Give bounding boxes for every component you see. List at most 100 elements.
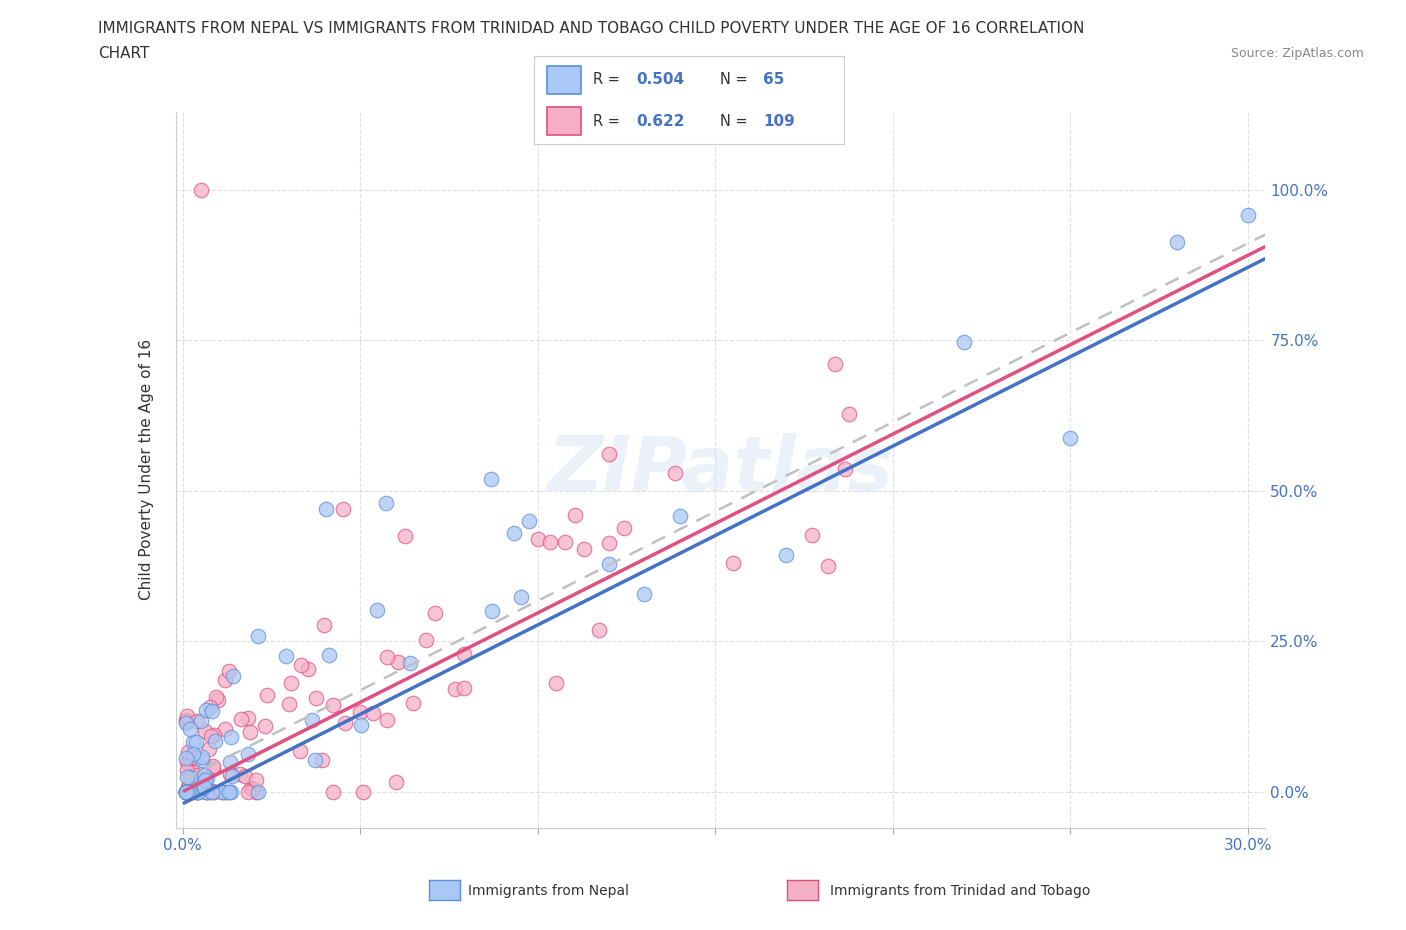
Text: 0.504: 0.504 — [637, 73, 685, 87]
Point — [311, 752, 333, 767]
Text: N =: N = — [720, 73, 752, 87]
Point — [188, 782, 211, 797]
Point — [952, 334, 974, 349]
Point — [801, 527, 824, 542]
Point — [202, 761, 225, 776]
Point — [200, 699, 222, 714]
Point — [375, 712, 398, 727]
Point — [288, 744, 311, 759]
Point — [176, 713, 198, 728]
FancyBboxPatch shape — [547, 65, 581, 94]
Point — [193, 768, 215, 783]
Point — [318, 647, 340, 662]
Point — [186, 713, 208, 728]
Point — [214, 722, 236, 737]
Point — [352, 784, 374, 799]
Point — [202, 784, 225, 799]
Point — [191, 750, 214, 764]
Point — [176, 784, 198, 799]
Point — [423, 605, 446, 620]
Point — [453, 680, 475, 695]
Point — [176, 784, 198, 799]
Point — [236, 747, 259, 762]
Point — [179, 784, 201, 799]
Point — [218, 784, 240, 799]
Point — [544, 676, 567, 691]
Point — [598, 536, 620, 551]
Point — [176, 754, 198, 769]
Point — [588, 622, 610, 637]
Point — [190, 713, 212, 728]
Point — [176, 770, 198, 785]
Point — [179, 769, 201, 784]
Point — [176, 784, 198, 799]
Point — [256, 688, 278, 703]
Point — [280, 676, 302, 691]
Point — [240, 780, 263, 795]
Point — [219, 730, 242, 745]
Point — [193, 779, 215, 794]
Point — [176, 709, 198, 724]
Point — [179, 778, 201, 793]
Point — [301, 712, 323, 727]
Point — [314, 618, 336, 632]
Text: ZIPatlas: ZIPatlas — [547, 432, 894, 507]
Point — [238, 711, 260, 725]
Point — [211, 784, 233, 799]
Point — [181, 747, 204, 762]
Point — [176, 784, 198, 799]
Point — [239, 724, 262, 739]
Point — [219, 784, 242, 799]
Point — [194, 724, 217, 738]
Point — [824, 356, 846, 371]
Point — [290, 658, 312, 672]
Point — [204, 733, 226, 748]
Point — [398, 655, 420, 670]
Point — [564, 507, 586, 522]
Point — [1166, 234, 1188, 249]
Point — [304, 753, 326, 768]
Point — [190, 182, 212, 197]
Text: CHART: CHART — [98, 46, 150, 61]
Point — [276, 648, 298, 663]
Point — [194, 703, 217, 718]
Point — [176, 784, 198, 799]
Point — [332, 501, 354, 516]
Point — [200, 784, 222, 799]
Point — [200, 784, 222, 799]
Point — [333, 716, 356, 731]
Point — [538, 534, 561, 549]
Point — [186, 751, 208, 765]
Point — [229, 711, 252, 726]
Point — [453, 646, 475, 661]
Point — [179, 722, 201, 737]
Point — [245, 784, 267, 799]
Point — [181, 784, 204, 799]
Point — [1236, 207, 1258, 222]
Point — [838, 406, 860, 421]
Point — [187, 784, 209, 799]
Point — [385, 775, 408, 790]
Point — [221, 768, 243, 783]
Point — [668, 508, 690, 523]
Point — [246, 629, 269, 644]
Point — [415, 632, 437, 647]
Point — [242, 781, 264, 796]
Point — [176, 751, 198, 765]
Point — [350, 718, 373, 733]
Point — [177, 784, 200, 799]
Point — [817, 559, 839, 574]
Point — [190, 777, 212, 792]
Point — [218, 663, 240, 678]
Point — [387, 655, 409, 670]
Point — [1059, 431, 1081, 445]
Y-axis label: Child Poverty Under the Age of 16: Child Poverty Under the Age of 16 — [139, 339, 155, 600]
Point — [176, 784, 198, 799]
Point — [176, 763, 198, 777]
Point — [214, 784, 236, 799]
Point — [214, 672, 236, 687]
Point — [197, 784, 219, 799]
Point — [197, 784, 219, 799]
Point — [177, 781, 200, 796]
Point — [517, 513, 540, 528]
